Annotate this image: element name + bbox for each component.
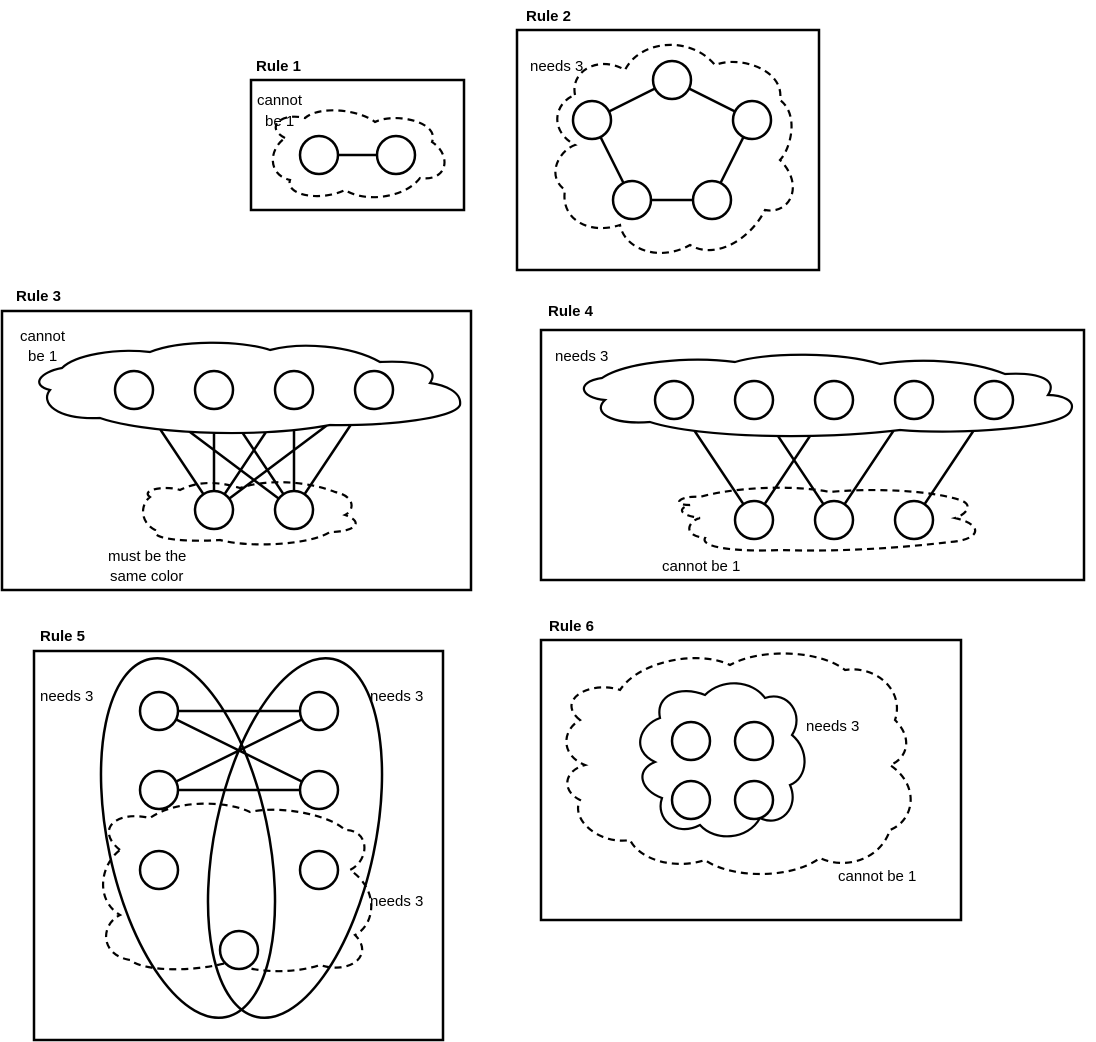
rule-5-node <box>138 690 180 732</box>
rule-2-frame <box>515 28 821 272</box>
rule-3-panel: Rule 3 cannot be 1 must be the same colo… <box>0 288 473 592</box>
rule-3-dashed-cloud <box>142 481 357 546</box>
rule-4-node <box>813 499 855 541</box>
rule-6-solid-cloud <box>639 682 806 838</box>
rule-5-panel: Rule 5 needs 3 needs 3 needs 3 <box>32 628 445 1042</box>
rule-3-note-bottom-line1: must be the <box>108 548 186 565</box>
rule-2-node <box>691 179 733 221</box>
rule-6-dashed-cloud <box>565 652 912 876</box>
rule-1-node <box>298 134 340 176</box>
rule-3-frame <box>0 309 473 592</box>
rule-3-solid-cloud <box>38 341 462 435</box>
rule-5-node <box>298 769 340 811</box>
rule-5-node <box>138 769 180 811</box>
rule-1-frame <box>249 78 466 212</box>
rule-6-note-outer: cannot be 1 <box>838 868 916 885</box>
rule-3-node <box>273 369 315 411</box>
rule-5-frame <box>32 649 445 1042</box>
rule-4-panel: Rule 4 needs 3 cannot be 1 <box>539 303 1086 582</box>
rule-1-dashed-cloud <box>271 109 446 199</box>
rule-2-node <box>651 59 693 101</box>
rule-3-node <box>113 369 155 411</box>
rule-5-node <box>218 929 260 971</box>
rule-5-right-ellipse <box>206 656 384 1020</box>
rule-5-title: Rule 5 <box>40 628 85 645</box>
rule-5-dashed-cloud <box>102 802 373 973</box>
rule-3-node <box>273 489 315 531</box>
rule-1-title: Rule 1 <box>256 58 301 75</box>
rule-6-panel: Rule 6 needs 3 cannot be 1 <box>539 618 963 922</box>
rule-3-note-top-line2: be 1 <box>28 348 57 365</box>
rule-3-node <box>353 369 395 411</box>
rule-2-node <box>731 99 773 141</box>
rule-6-node <box>733 779 775 821</box>
rule-4-node <box>733 379 775 421</box>
rule-2-node <box>571 99 613 141</box>
rule-1-note-line1: cannot <box>257 92 303 109</box>
rule-4-note-bottom: cannot be 1 <box>662 558 740 575</box>
rule-2-dashed-cloud <box>554 43 794 255</box>
rule-5-edge <box>158 709 320 792</box>
rule-5-node <box>138 849 180 891</box>
rule-2-title: Rule 2 <box>526 8 571 25</box>
rule-4-node <box>813 379 855 421</box>
rule-4-node <box>733 499 775 541</box>
rule-5-node <box>298 690 340 732</box>
rule-2-node <box>611 179 653 221</box>
rule-6-frame <box>539 638 963 922</box>
rule-1-note-line2: be 1 <box>265 113 294 130</box>
rule-5-note-left: needs 3 <box>40 688 93 705</box>
rule-4-frame <box>539 328 1086 582</box>
rule-6-node <box>733 720 775 762</box>
rule-1-panel: Rule 1 cannot be 1 <box>249 58 466 212</box>
rule-4-title: Rule 4 <box>548 303 594 320</box>
rule-1-node <box>375 134 417 176</box>
rule-6-title: Rule 6 <box>549 618 594 635</box>
rule-3-title: Rule 3 <box>16 288 61 305</box>
rule-6-note-inner: needs 3 <box>806 718 859 735</box>
rule-5-node <box>298 849 340 891</box>
rule-4-node <box>893 379 935 421</box>
rule-5-left-ellipse <box>99 656 277 1020</box>
rule-3-note-top-line1: cannot <box>20 328 66 345</box>
rule-4-dashed-cloud <box>678 486 977 552</box>
rule-3-node <box>193 369 235 411</box>
rule-4-note-top: needs 3 <box>555 348 608 365</box>
rule-2-note: needs 3 <box>530 58 583 75</box>
rule-2-panel: Rule 2 needs 3 <box>515 8 821 272</box>
rule-5-note-bottom: needs 3 <box>370 893 423 910</box>
rule-3-node <box>193 489 235 531</box>
rule-4-node <box>973 379 1015 421</box>
rule-6-node <box>670 720 712 762</box>
rule-3-note-bottom-line2: same color <box>110 568 183 585</box>
rule-4-node <box>893 499 935 541</box>
rule-6-node <box>670 779 712 821</box>
rule-5-note-right: needs 3 <box>370 688 423 705</box>
rule-4-node <box>653 379 695 421</box>
